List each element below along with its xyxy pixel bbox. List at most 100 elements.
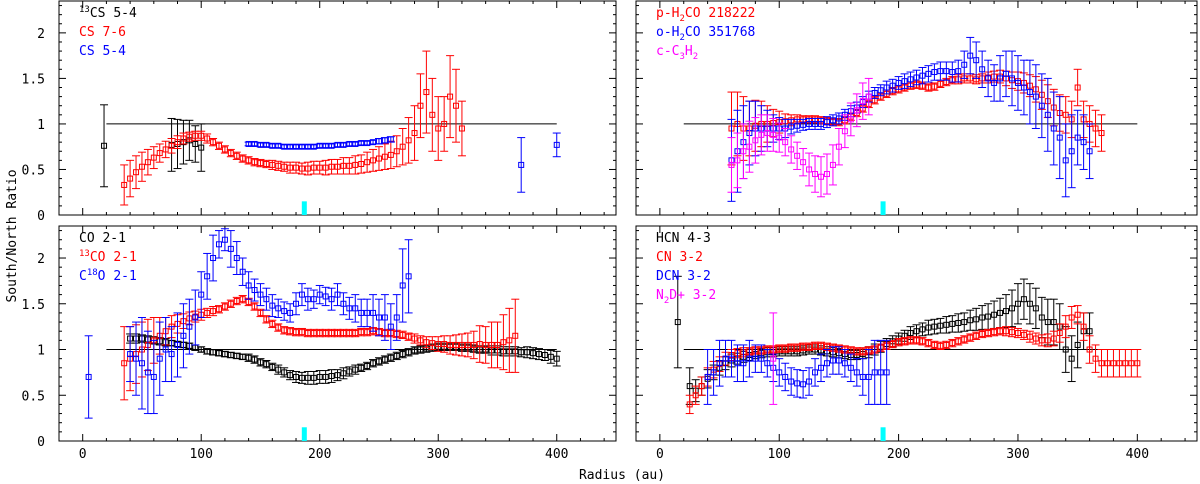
legend-text: 351768: [701, 25, 756, 40]
data-point: [997, 75, 1004, 82]
data-point: [1032, 93, 1039, 100]
data-point: [997, 328, 1004, 335]
data-point: [192, 132, 199, 139]
panel-frame: [58, 0, 617, 216]
data-point: [1092, 125, 1099, 132]
data-point: [985, 330, 992, 337]
data-point: [973, 316, 980, 323]
data-point: [500, 339, 507, 346]
data-point: [275, 142, 282, 149]
data-point: [734, 360, 741, 367]
data-point: [85, 373, 92, 380]
data-point: [1068, 148, 1075, 155]
data-point: [221, 303, 228, 310]
data-point: [287, 164, 294, 171]
data-point: [913, 328, 920, 335]
data-point: [275, 324, 282, 331]
data-point: [1026, 333, 1033, 340]
legend-text: CO: [685, 6, 701, 21]
data-point: [967, 317, 974, 324]
legend-text: CO: [685, 25, 701, 40]
data-point: [1056, 134, 1063, 141]
data-point: [931, 323, 938, 330]
data-point: [370, 157, 377, 164]
data-point: [192, 140, 199, 147]
data-point: [895, 79, 902, 86]
data-point: [806, 343, 813, 350]
data-point: [263, 161, 270, 168]
legend-text: H: [685, 44, 693, 59]
series: [244, 132, 561, 193]
data-point: [245, 282, 252, 289]
data-point: [865, 373, 872, 380]
data-point: [991, 329, 998, 336]
data-point: [740, 148, 747, 155]
data-point: [121, 181, 128, 188]
data-point: [399, 143, 406, 150]
data-point: [174, 139, 181, 146]
data-point: [441, 120, 448, 127]
data-point: [257, 291, 264, 298]
data-point: [841, 360, 848, 367]
data-point: [358, 140, 365, 147]
data-point: [1020, 331, 1027, 338]
data-point: [334, 372, 341, 379]
data-point: [925, 340, 932, 347]
data-point: [1086, 328, 1093, 335]
series: [727, 77, 873, 198]
data-point: [293, 373, 300, 380]
data-point: [973, 57, 980, 64]
data-point: [1062, 157, 1069, 164]
legend-entry: CN 3-2: [656, 250, 703, 265]
data-point: [907, 330, 914, 337]
series: [100, 104, 206, 188]
data-point: [1008, 305, 1015, 312]
data-point: [387, 323, 394, 330]
data-point: [806, 166, 813, 173]
data-point: [530, 350, 537, 357]
data-point: [1026, 300, 1033, 307]
legend-text: CO 2-1: [90, 250, 137, 265]
data-point: [931, 83, 938, 90]
data-point: [476, 341, 483, 348]
data-point: [101, 142, 108, 149]
data-point: [961, 61, 968, 68]
data-point: [931, 341, 938, 348]
x-tick-label: 400: [1126, 447, 1149, 462]
data-point: [322, 293, 329, 300]
data-point: [370, 139, 377, 146]
data-point: [156, 355, 163, 362]
data-point: [794, 152, 801, 159]
legend-text: 5-4: [95, 44, 126, 59]
data-point: [518, 349, 525, 356]
data-point: [281, 327, 288, 334]
legend-entry: C18O 2-1: [79, 268, 137, 284]
data-point: [304, 374, 311, 381]
legend-text: CS: [79, 25, 95, 40]
data-point: [239, 155, 246, 162]
data-point: [204, 309, 211, 316]
data-point: [716, 360, 723, 367]
data-point: [322, 373, 329, 380]
data-point: [233, 152, 240, 159]
data-point: [310, 296, 317, 303]
data-point: [794, 344, 801, 351]
data-point: [1074, 84, 1081, 91]
data-point: [973, 332, 980, 339]
data-point: [316, 164, 323, 171]
data-point: [823, 171, 830, 178]
data-point: [859, 98, 866, 105]
data-point: [393, 148, 400, 155]
data-point: [251, 159, 258, 166]
data-point: [1086, 148, 1093, 155]
data-point: [364, 159, 371, 166]
series: [769, 312, 778, 405]
data-point: [1074, 134, 1081, 141]
data-point: [925, 84, 932, 91]
legend-subscript: 2: [679, 33, 684, 43]
data-point: [841, 128, 848, 135]
data-point: [1044, 111, 1051, 118]
